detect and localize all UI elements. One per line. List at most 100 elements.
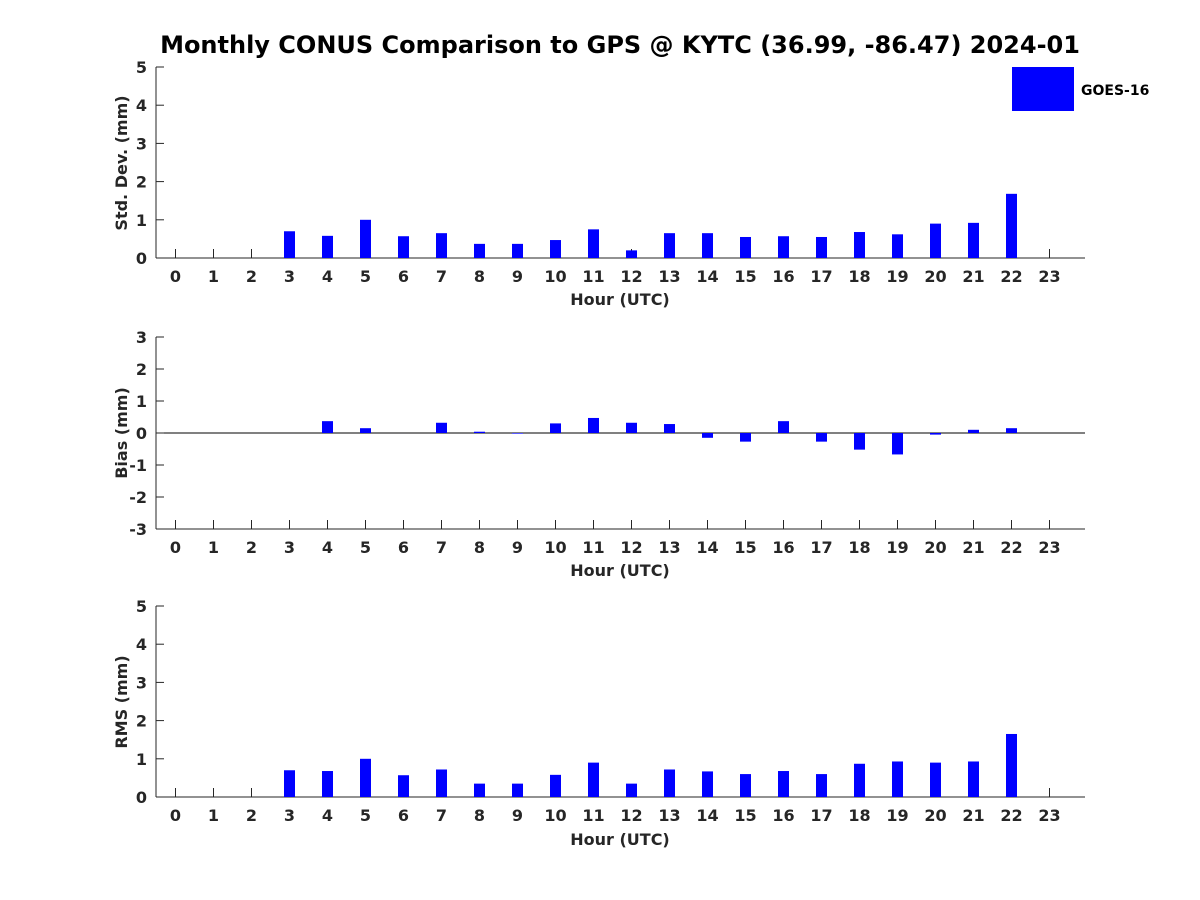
data-bar (892, 234, 903, 258)
data-bar (892, 761, 903, 797)
x-tick-label: 19 (886, 538, 908, 557)
y-tick-label: 0 (136, 788, 147, 807)
x-tick-label: 17 (810, 806, 832, 825)
x-tick-label: 14 (696, 267, 718, 286)
x-tick-label: 14 (696, 806, 718, 825)
x-tick-label: 6 (398, 267, 409, 286)
x-tick-label: 8 (474, 267, 485, 286)
x-tick-label: 23 (1038, 538, 1060, 557)
data-bar (930, 433, 941, 435)
x-tick-label: 16 (772, 538, 794, 557)
x-tick-label: 22 (1000, 267, 1022, 286)
x-tick-label: 3 (284, 806, 295, 825)
data-bar (436, 233, 447, 258)
data-bar (588, 229, 599, 258)
data-bar (436, 769, 447, 797)
x-tick-label: 9 (512, 806, 523, 825)
x-tick-label: 15 (734, 267, 756, 286)
data-bar (778, 421, 789, 433)
x-tick-label: 5 (360, 538, 371, 557)
x-tick-label: 7 (436, 267, 447, 286)
x-tick-label: 17 (810, 538, 832, 557)
x-tick-label: 11 (582, 806, 604, 825)
x-tick-label: 5 (360, 267, 371, 286)
x-axis-label: Hour (UTC) (570, 290, 670, 309)
x-tick-label: 10 (544, 806, 566, 825)
y-axis-label: Bias (mm) (112, 387, 131, 479)
data-bar (816, 433, 827, 442)
data-bar (360, 758, 371, 797)
y-tick-label: -3 (129, 520, 147, 539)
x-tick-label: 20 (924, 538, 946, 557)
x-tick-label: 3 (284, 267, 295, 286)
x-tick-label: 6 (398, 806, 409, 825)
x-tick-label: 1 (208, 267, 219, 286)
data-bar (664, 233, 675, 258)
x-tick-label: 1 (208, 538, 219, 557)
x-tick-label: 10 (544, 538, 566, 557)
x-tick-label: 0 (170, 267, 181, 286)
x-tick-label: 22 (1000, 806, 1022, 825)
data-bar (968, 222, 979, 258)
data-bar (360, 428, 371, 433)
data-bar (398, 236, 409, 258)
x-tick-label: 18 (848, 538, 870, 557)
data-bar (360, 219, 371, 258)
data-bar (968, 429, 979, 433)
y-tick-label: 5 (136, 58, 147, 77)
x-tick-label: 2 (246, 806, 257, 825)
x-tick-label: 10 (544, 267, 566, 286)
x-tick-label: 15 (734, 538, 756, 557)
data-bar (626, 422, 637, 433)
data-bar (588, 762, 599, 797)
x-tick-label: 2 (246, 538, 257, 557)
data-bar (740, 774, 751, 797)
data-bar (930, 762, 941, 797)
data-bar (626, 250, 637, 258)
x-tick-label: 13 (658, 267, 680, 286)
data-bar (474, 431, 485, 433)
y-tick-label: 1 (136, 750, 147, 769)
x-tick-label: 21 (962, 538, 984, 557)
x-tick-label: 14 (696, 538, 718, 557)
x-tick-label: 16 (772, 267, 794, 286)
data-bar (778, 771, 789, 797)
data-bar (854, 433, 865, 450)
x-tick-label: 5 (360, 806, 371, 825)
data-bar (854, 232, 865, 258)
x-tick-label: 1 (208, 806, 219, 825)
data-bar (284, 231, 295, 258)
x-tick-label: 0 (170, 806, 181, 825)
data-bar (436, 422, 447, 433)
y-tick-label: 2 (136, 173, 147, 192)
y-tick-label: 1 (136, 392, 147, 411)
x-tick-label: 18 (848, 267, 870, 286)
y-tick-label: 4 (136, 96, 147, 115)
x-tick-label: 12 (620, 538, 642, 557)
data-bar (740, 236, 751, 258)
x-tick-label: 2 (246, 267, 257, 286)
x-tick-label: 23 (1038, 806, 1060, 825)
x-tick-label: 7 (436, 806, 447, 825)
data-bar (664, 424, 675, 433)
x-tick-label: 22 (1000, 538, 1022, 557)
x-tick-label: 0 (170, 538, 181, 557)
figure-title: Monthly CONUS Comparison to GPS @ KYTC (… (160, 31, 1080, 59)
x-tick-label: 20 (924, 806, 946, 825)
data-bar (664, 769, 675, 797)
y-axis-label: RMS (mm) (112, 655, 131, 748)
data-bar (740, 433, 751, 442)
data-bar (778, 236, 789, 258)
x-tick-label: 16 (772, 806, 794, 825)
x-tick-label: 9 (512, 267, 523, 286)
x-tick-label: 12 (620, 806, 642, 825)
legend-label: GOES-16 (1081, 83, 1149, 99)
data-bar (512, 433, 523, 434)
data-bar (1006, 733, 1017, 797)
data-bar (702, 771, 713, 797)
x-tick-label: 4 (322, 806, 333, 825)
data-bar (626, 783, 637, 797)
y-tick-label: 2 (136, 360, 147, 379)
